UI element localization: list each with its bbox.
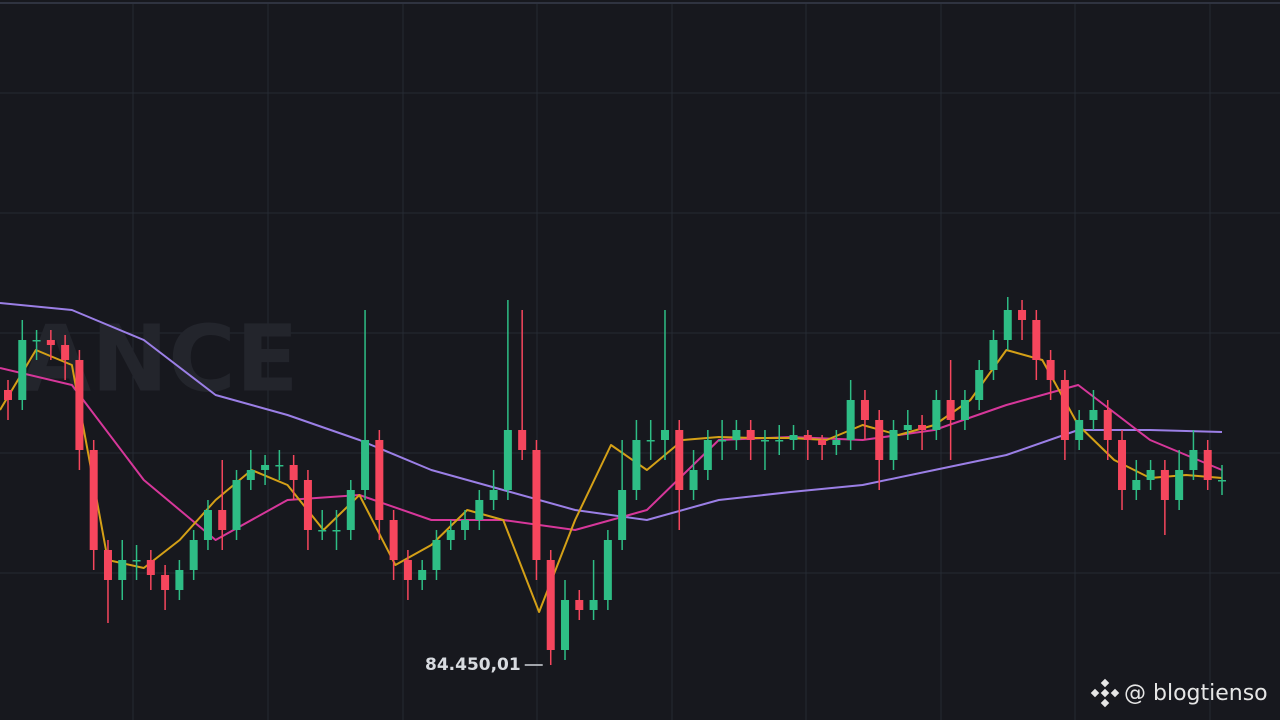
candle-body <box>103 550 112 580</box>
candle-body <box>203 510 212 540</box>
candle-body <box>218 510 227 530</box>
candle-body <box>275 465 284 467</box>
candle-body <box>332 530 341 532</box>
candle-body <box>61 345 70 360</box>
candle-body <box>789 435 798 440</box>
candle-body <box>1075 420 1084 440</box>
candle-body <box>46 340 55 345</box>
candle-body <box>175 570 184 590</box>
candle-body <box>1003 310 1012 340</box>
candle-body <box>675 430 684 490</box>
candle-body <box>946 400 955 420</box>
time-grid <box>132 4 1211 720</box>
candle-body <box>418 570 427 580</box>
candle-body <box>1060 380 1069 440</box>
candle-body <box>461 520 470 530</box>
candle-body <box>903 425 912 430</box>
candle-body <box>775 440 784 442</box>
candle-body <box>932 400 941 430</box>
candle-body <box>346 490 355 530</box>
candle-body <box>518 430 527 450</box>
candle-body <box>989 340 998 370</box>
candle-body <box>589 600 598 610</box>
candle-body <box>646 440 655 442</box>
candle-body <box>375 440 384 520</box>
candle-body <box>432 540 441 570</box>
candle-body <box>1018 310 1027 320</box>
low-annotation: 84.450,01 <box>425 655 521 675</box>
moving-average-line <box>0 367 1223 541</box>
candle-body <box>1189 450 1198 470</box>
candle-body <box>246 470 255 480</box>
candle-body <box>832 440 841 445</box>
moving-average-line <box>0 349 1223 613</box>
candle-body <box>18 340 27 400</box>
candle-body <box>632 440 641 490</box>
candle-body <box>132 560 141 562</box>
candle-body <box>318 530 327 532</box>
candle-body <box>303 480 312 530</box>
candle-body <box>703 440 712 470</box>
candle-body <box>1103 410 1112 440</box>
plot: 84.450,01 <box>0 297 1226 675</box>
candle-body <box>489 490 498 500</box>
candle-body <box>546 560 555 650</box>
candle-body <box>860 400 869 420</box>
candle-body <box>918 425 927 430</box>
candle-body <box>189 540 198 570</box>
candle-body <box>503 430 512 490</box>
candle-body <box>603 540 612 600</box>
candle-body <box>1132 480 1141 490</box>
candle-body <box>818 440 827 445</box>
moving-average-line <box>0 302 1223 521</box>
candle-body <box>889 430 898 460</box>
candle-body <box>760 440 769 442</box>
candle-body <box>403 560 412 580</box>
candle-body <box>618 490 627 540</box>
candle-body <box>1118 440 1127 490</box>
candle-body <box>660 430 669 440</box>
candle-body <box>89 450 98 550</box>
candle-body <box>475 500 484 520</box>
candle-body <box>575 600 584 610</box>
candle-body <box>32 340 41 342</box>
candle-body <box>1203 450 1212 480</box>
candle-body <box>261 465 270 470</box>
candle-body <box>389 520 398 560</box>
candle-body <box>75 360 84 450</box>
candle-body <box>718 440 727 442</box>
candle-body <box>1175 470 1184 500</box>
candle-body <box>975 370 984 400</box>
candle-body <box>1032 320 1041 360</box>
candle-body <box>1046 360 1055 380</box>
candle-body <box>1218 480 1226 482</box>
candle-body <box>361 440 370 490</box>
candle-body <box>446 530 455 540</box>
candle-body <box>960 400 969 420</box>
candle-body <box>161 575 170 590</box>
candle-body <box>1160 470 1169 500</box>
candle-body <box>875 420 884 460</box>
candle-body <box>1089 410 1098 420</box>
candle-body <box>689 470 698 490</box>
candle-body <box>803 435 812 440</box>
candle-body <box>561 600 570 650</box>
candle-body <box>1146 470 1155 480</box>
candle-body <box>746 430 755 440</box>
candle-body <box>732 430 741 440</box>
candle-body <box>289 465 298 480</box>
candle-body <box>146 560 155 575</box>
candle-body <box>846 400 855 440</box>
candle-body <box>118 560 127 580</box>
footer-text: @ blogtienso <box>1124 681 1268 706</box>
candle-body <box>232 480 241 530</box>
candle-body <box>4 390 12 400</box>
candle-body <box>532 450 541 560</box>
